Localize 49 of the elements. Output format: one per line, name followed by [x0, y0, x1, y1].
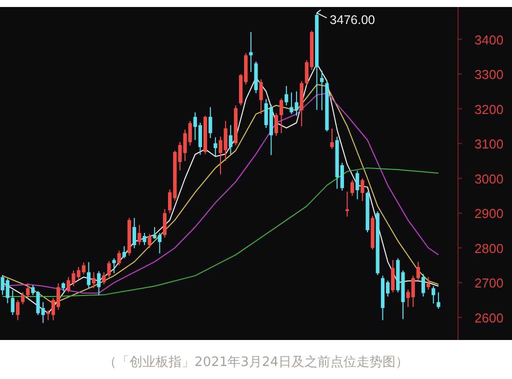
annotation: 3476.00 [330, 12, 376, 27]
y-tick-label: 2700 [474, 276, 504, 291]
candlestick [148, 233, 152, 248]
candlestick [274, 112, 278, 136]
candlestick [107, 260, 111, 278]
peak-label: 3476.00 [316, 9, 375, 27]
candlestick [112, 258, 116, 274]
candlestick [421, 273, 426, 298]
candlestick [391, 260, 395, 293]
y-tick-label: 2900 [474, 206, 504, 222]
candlestick [280, 98, 284, 134]
candlestick [360, 178, 364, 202]
candlestick [138, 224, 142, 246]
candlestick [62, 282, 66, 292]
candlestick [416, 261, 420, 280]
candlestick [208, 106, 212, 139]
candlestick [21, 292, 25, 305]
y-tick-label: 3200 [474, 102, 504, 117]
candlestick [284, 85, 288, 106]
candlestick [162, 208, 167, 238]
candlestick [117, 250, 121, 266]
candlestick [350, 180, 354, 196]
candlestick [142, 232, 146, 246]
candlestick [228, 124, 232, 155]
candlestick [102, 272, 106, 285]
candlestick [16, 300, 20, 321]
candlestick [432, 286, 436, 304]
candlestick [86, 262, 91, 288]
candlestick [92, 272, 96, 289]
y-tick-label: 3400 [474, 32, 504, 48]
text: （「创业板指」2021年3月24日及之前点位走势图） [104, 355, 408, 370]
y-tick-label: 2600 [474, 310, 504, 326]
y-tick-label: 3000 [474, 171, 504, 186]
candlestick [132, 217, 136, 249]
y-tick-label: 3100 [474, 136, 504, 152]
candlestick [320, 70, 324, 111]
candlestick [122, 246, 126, 259]
candlestick [249, 32, 253, 72]
candlestick [10, 290, 14, 316]
candlestick [356, 170, 360, 200]
line-series [2, 167, 439, 298]
y-tick-label: 3300 [474, 67, 504, 82]
candlestick [436, 292, 440, 310]
candlestick [214, 136, 218, 157]
candlestick [259, 78, 263, 115]
candlestick [97, 270, 101, 296]
candlestick [26, 282, 30, 299]
candlestick [330, 128, 334, 150]
y-tick-label: 2800 [474, 240, 504, 256]
